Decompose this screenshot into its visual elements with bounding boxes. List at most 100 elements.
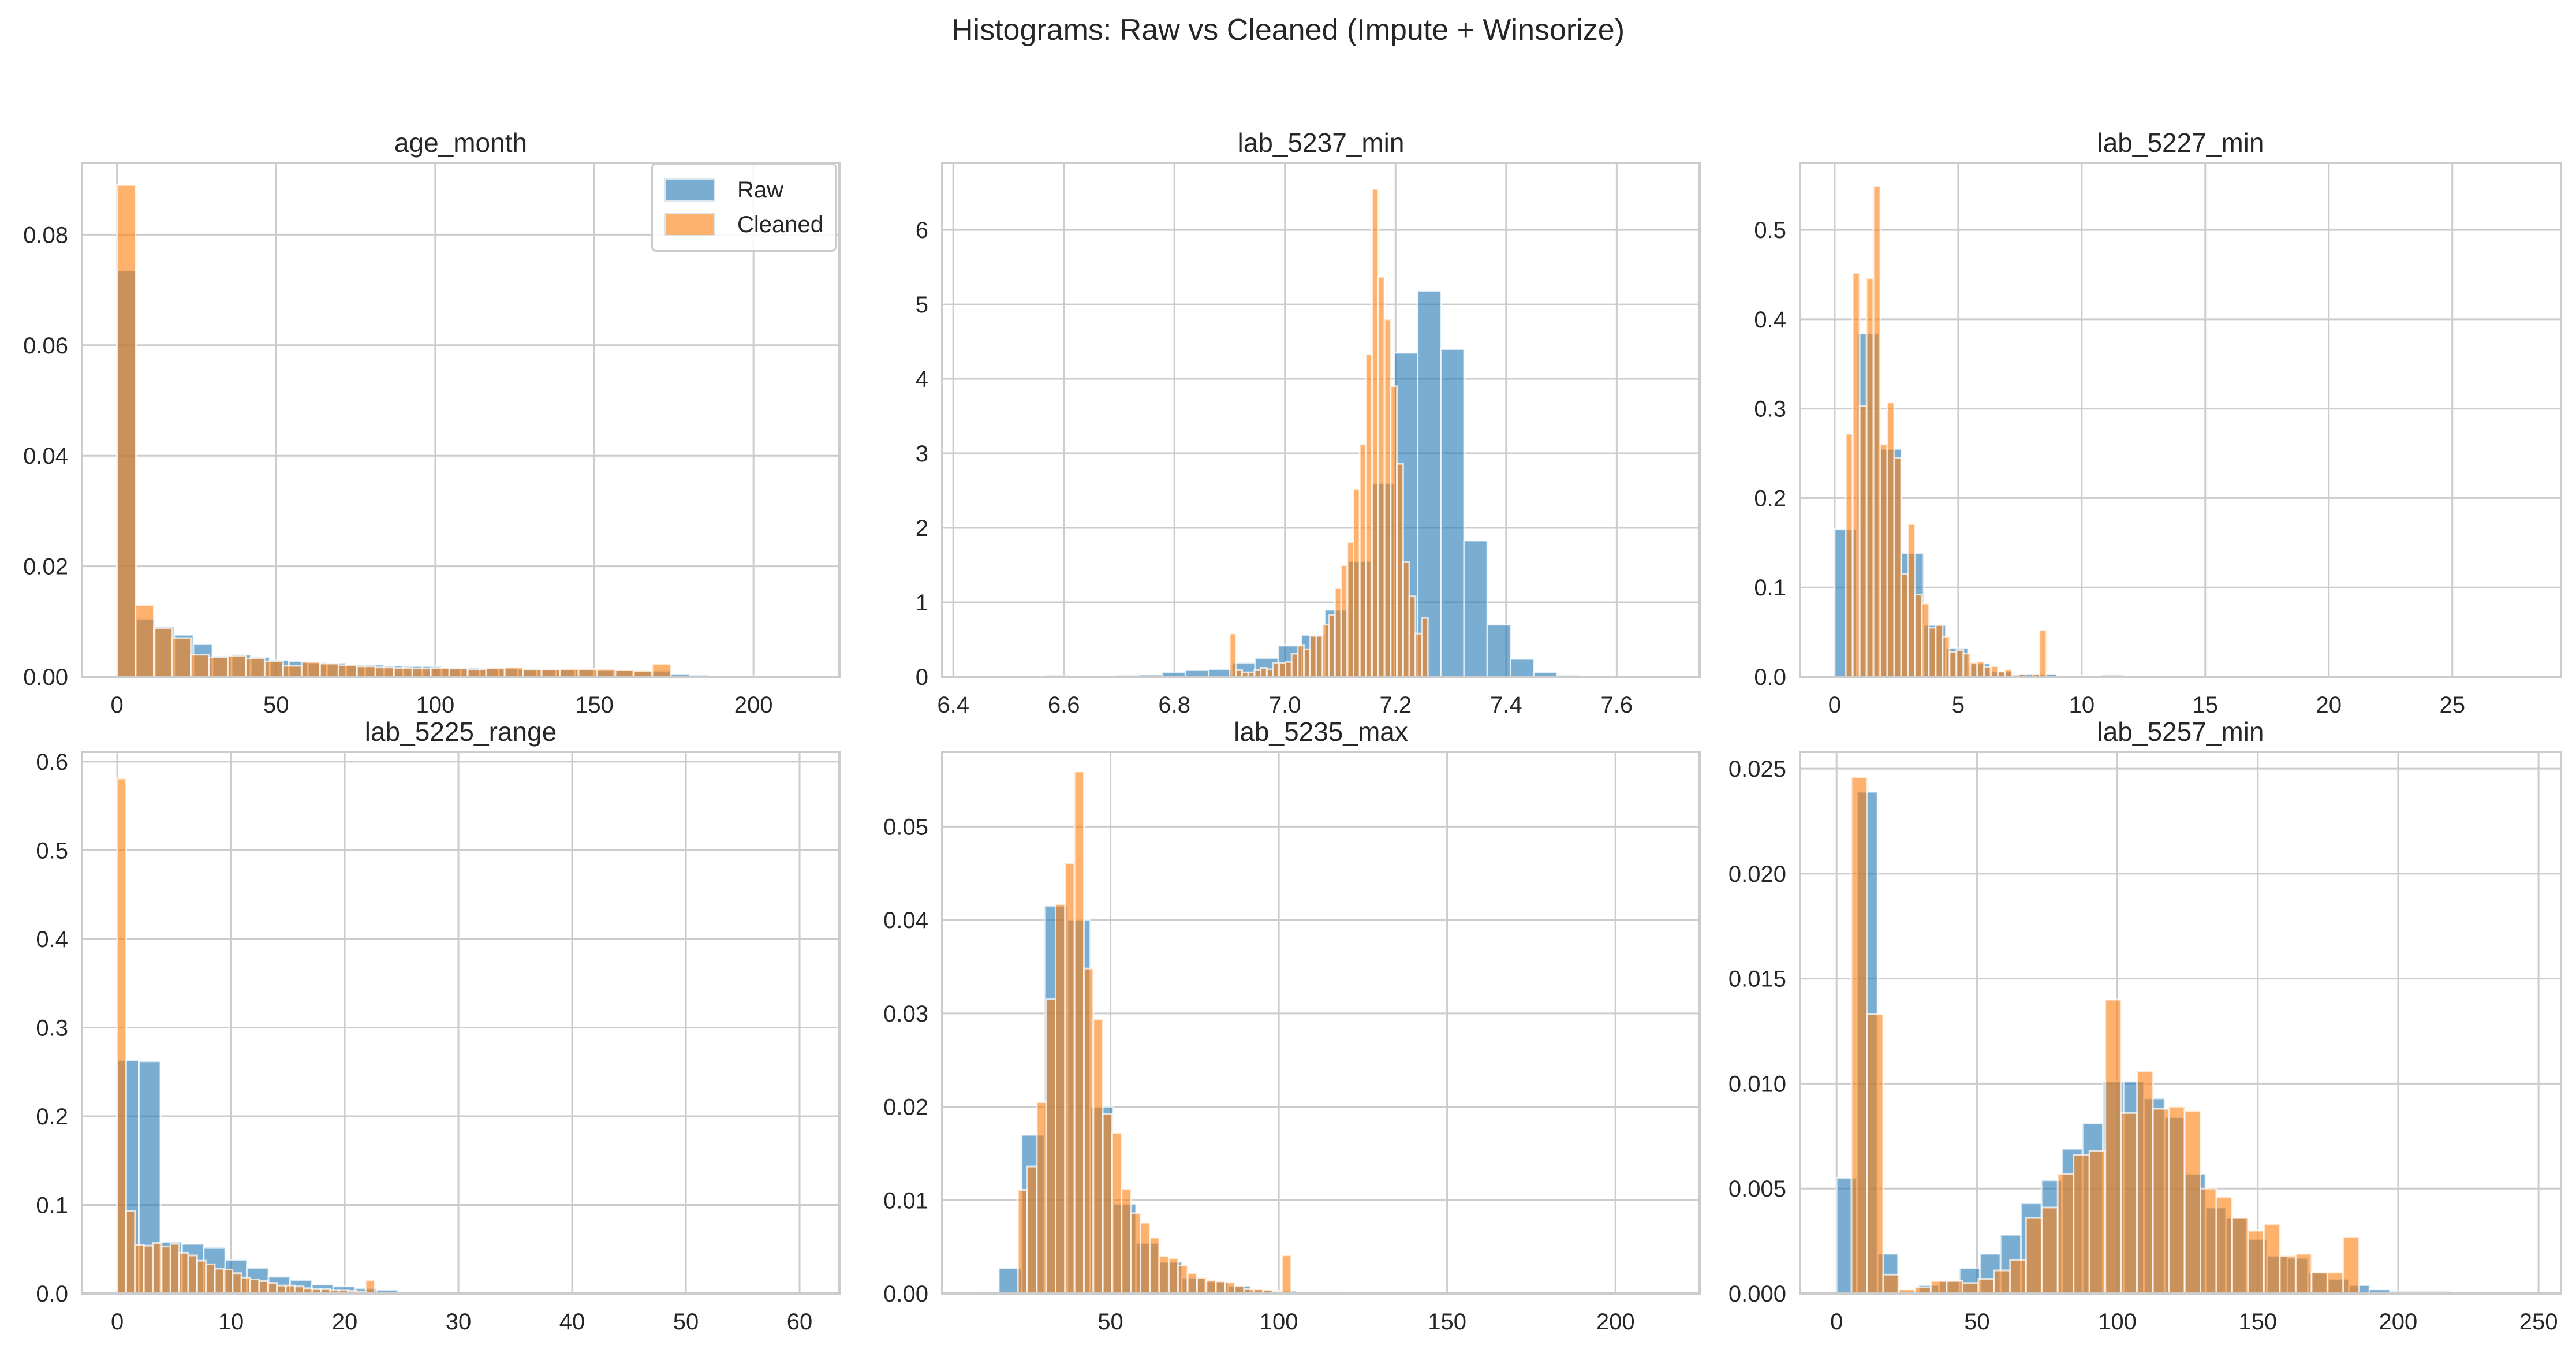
cleaned-bar <box>1082 967 1095 1295</box>
cleaned-bar <box>1139 1221 1151 1295</box>
cleaned-bar <box>503 666 524 678</box>
cleaned-bar <box>393 667 413 678</box>
cleaned-bar <box>1205 1279 1217 1295</box>
cleaned-bar <box>2152 1108 2170 1295</box>
x-tick-label: 20 <box>332 1309 358 1335</box>
cleaned-bar <box>282 665 303 678</box>
x-tick-label: 10 <box>2069 692 2095 718</box>
cleaned-bar <box>1962 653 1972 678</box>
y-tick-label: 0.015 <box>1728 967 1786 992</box>
x-tick-label: 50 <box>263 692 289 718</box>
cleaned-bar <box>1321 624 1330 678</box>
cleaned-bar <box>222 1269 234 1295</box>
x-tick-label: 7.4 <box>1490 692 1522 718</box>
cleaned-bar <box>1983 666 1992 678</box>
subplot-title: age_month <box>394 128 528 158</box>
cleaned-bar <box>232 1272 242 1295</box>
cleaned-bar <box>1886 401 1895 678</box>
y-tick-label: 0.1 <box>1754 575 1786 601</box>
cleaned-bar <box>240 1276 252 1295</box>
y-tick-label: 6 <box>916 218 928 243</box>
cleaned-bar <box>1055 903 1066 1295</box>
cleaned-bar <box>577 668 598 678</box>
x-tick-label: 6.6 <box>1048 692 1080 718</box>
cleaned-bar <box>319 662 339 678</box>
cleaned-bar <box>2088 1150 2107 1295</box>
cleaned-bar <box>364 1279 376 1295</box>
cleaned-bar <box>1977 1278 1995 1295</box>
cleaned-bar <box>245 657 266 678</box>
raw-bar <box>1463 539 1488 678</box>
cleaned-bar <box>2215 1196 2233 1295</box>
y-tick-label: 0.01 <box>883 1188 928 1213</box>
cleaned-bar <box>300 661 321 678</box>
x-tick-label: 7.6 <box>1601 692 1633 718</box>
x-tick-label: 100 <box>1260 1309 1298 1335</box>
cleaned-bar <box>1215 1280 1226 1295</box>
x-tick-label: 250 <box>2519 1309 2558 1335</box>
cleaned-bar <box>276 1284 287 1295</box>
y-tick-label: 0.2 <box>36 1104 68 1130</box>
x-tick-label: 6.8 <box>1158 692 1190 718</box>
y-tick-label: 0.00 <box>23 665 68 690</box>
subplot-title: lab_5235_max <box>1234 717 1408 747</box>
cleaned-bar <box>1396 463 1404 678</box>
cleaned-bar <box>2104 998 2122 1295</box>
cleaned-bar <box>1285 661 1293 678</box>
y-tick-label: 0.0 <box>1754 665 1786 690</box>
cleaned-bar <box>1882 1273 1900 1295</box>
y-tick-label: 0.6 <box>36 750 68 775</box>
cleaned-bar <box>1948 651 1958 678</box>
y-tick-label: 2 <box>916 516 928 541</box>
cleaned-bar <box>1149 1236 1160 1295</box>
y-tick-label: 3 <box>916 441 928 467</box>
y-tick-label: 0.020 <box>1728 862 1786 887</box>
cleaned-bar <box>1865 277 1875 678</box>
cleaned-bar <box>1414 632 1423 678</box>
y-tick-label: 0.025 <box>1728 757 1786 782</box>
cleaned-bar <box>1102 1113 1113 1295</box>
cleaned-bar <box>1408 595 1417 678</box>
x-tick-label: 25 <box>2439 692 2465 718</box>
y-tick-label: 0.005 <box>1728 1176 1786 1202</box>
cleaned-bar <box>1334 587 1342 678</box>
y-tick-label: 0.1 <box>36 1193 68 1218</box>
y-tick-label: 0.3 <box>1754 397 1786 422</box>
cleaned-bar <box>1278 661 1287 678</box>
cleaned-bar <box>1290 653 1299 678</box>
cleaned-bar <box>2041 1206 2059 1295</box>
cleaned-bar <box>2200 1187 2217 1295</box>
subplot-title: lab_5257_min <box>2097 717 2264 747</box>
x-tick-label: 100 <box>2098 1309 2137 1335</box>
x-tick-label: 6.4 <box>937 692 969 718</box>
cleaned-bar <box>485 667 506 678</box>
subplot-lab-5227-min: lab_5227_min 0 5 10 15 20 25 0.0 0.1 0.2 0.3 0.4 0.5 <box>1719 122 2567 729</box>
x-tick-label: 40 <box>559 1309 585 1335</box>
cleaned-bar <box>1111 1132 1123 1295</box>
raw-bar <box>1486 624 1511 678</box>
x-tick-label: 50 <box>1964 1309 1990 1335</box>
x-tick-label: 150 <box>1428 1309 1466 1335</box>
cleaned-bar <box>2247 1229 2265 1295</box>
cleaned-bar <box>2120 1112 2138 1295</box>
y-tick-label: 0.3 <box>36 1015 68 1041</box>
subplot-title: lab_5227_min <box>2097 128 2264 158</box>
cleaned-bar <box>1900 573 1909 678</box>
y-tick-label: 0.04 <box>23 444 68 469</box>
y-tick-label: 0.5 <box>1754 218 1786 243</box>
histogram-plot: 0 50 100 150 200 0.00 0.02 0.04 0.06 0.08 <box>23 162 841 718</box>
y-tick-label: 0.2 <box>1754 486 1786 511</box>
cleaned-bar <box>1224 1281 1236 1295</box>
cleaned-bar <box>411 668 432 678</box>
cleaned-bar <box>1340 564 1349 678</box>
x-tick-label: 30 <box>446 1309 472 1335</box>
cleaned-bar <box>596 668 617 678</box>
y-tick-label: 0.08 <box>23 222 68 248</box>
cleaned-bar <box>116 777 127 1295</box>
cleaned-bar <box>1196 1277 1208 1295</box>
cleaned-bar <box>1130 1212 1141 1295</box>
x-tick-label: 0 <box>1830 1309 1843 1335</box>
cleaned-bar <box>1260 667 1268 678</box>
cleaned-bar <box>2310 1272 2328 1295</box>
cleaned-bar <box>1177 1264 1189 1295</box>
